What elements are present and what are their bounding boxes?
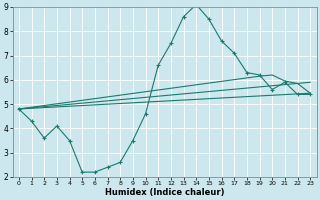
X-axis label: Humidex (Indice chaleur): Humidex (Indice chaleur) xyxy=(105,188,224,197)
